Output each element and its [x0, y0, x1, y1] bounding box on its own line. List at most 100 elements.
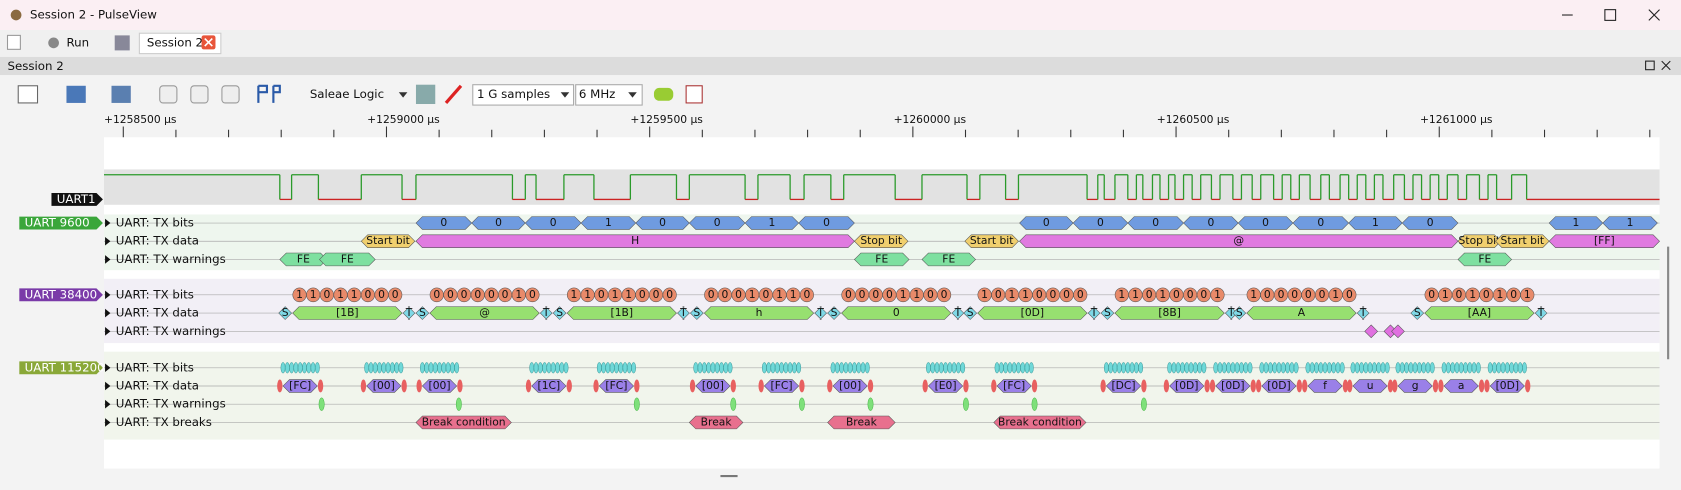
bit-annotation [1272, 362, 1278, 374]
bit-annotation [727, 362, 733, 374]
save-icon[interactable] [111, 85, 131, 103]
bit-annotation [1454, 362, 1460, 374]
ruler-label: +1260000 µs [894, 113, 967, 126]
bit-annotation [1309, 362, 1315, 374]
annotation-label: 1 [351, 288, 358, 301]
config-icon[interactable] [415, 84, 436, 105]
zoom-in[interactable] [159, 85, 178, 104]
bit-annotation [1201, 362, 1207, 374]
settings-icon[interactable] [114, 35, 130, 51]
tab-bar [0, 30, 1681, 56]
bit-annotation [622, 362, 628, 374]
bit-annotation [394, 362, 400, 374]
trace-name[interactable]: UART1 [57, 192, 96, 206]
bit-annotation [1354, 362, 1360, 374]
bit-annotation [947, 362, 953, 374]
traces: +1258500 µs +1259000 µs +1259500 µs +126000… [19, 113, 1660, 430]
annotation-label: [0D] [1175, 379, 1198, 392]
data-annotation [964, 234, 1019, 248]
open-icon[interactable] [66, 85, 86, 103]
zoom-out[interactable] [190, 85, 209, 104]
trace-name[interactable]: UART 38400 [25, 287, 97, 301]
start-annotation [1100, 379, 1106, 393]
rate-box[interactable] [575, 84, 643, 106]
new-session-icon[interactable] [17, 85, 39, 104]
annotation-label: S [1236, 306, 1243, 319]
bit-annotation [1305, 362, 1311, 374]
row-expand[interactable] [105, 236, 111, 246]
row-expand[interactable] [105, 290, 111, 300]
rate-select[interactable]: 6 MHz [579, 87, 615, 101]
bit-annotation [799, 287, 814, 303]
session-tab-label[interactable]: Session 2 [147, 35, 203, 49]
row-expand[interactable] [105, 218, 111, 228]
session-tab[interactable] [138, 32, 222, 55]
bit-annotation [930, 362, 936, 374]
bit-annotation [563, 362, 569, 374]
trace-badge[interactable] [51, 192, 103, 206]
trace-badge[interactable] [19, 361, 103, 375]
annotation-label: h [756, 306, 763, 319]
annotation-label: T [816, 306, 824, 319]
row-expand[interactable] [105, 363, 111, 373]
math-icon[interactable] [685, 85, 703, 104]
session-close[interactable] [1661, 60, 1671, 71]
row-label: UART: TX warnings [116, 252, 226, 266]
bit-annotation [1276, 362, 1282, 374]
row-expand[interactable] [105, 255, 111, 264]
row-label: UART: TX bits [116, 216, 194, 230]
device-select[interactable]: Saleae Logic [310, 87, 384, 101]
bit-annotation [701, 362, 707, 374]
break-annotation [688, 415, 744, 430]
row-expand[interactable] [105, 381, 111, 391]
warning-annotation [730, 397, 737, 411]
trace-badge[interactable] [19, 288, 103, 302]
run-icon[interactable] [48, 37, 59, 49]
trace-name[interactable]: UART 115200 [25, 360, 105, 374]
row-expand[interactable] [105, 327, 111, 336]
cursor-icon[interactable] [257, 84, 281, 103]
bit-annotation [368, 362, 374, 374]
data-annotation [703, 306, 815, 320]
bit-annotation [1602, 216, 1658, 230]
device-arrow[interactable] [398, 92, 408, 98]
bit-annotation [450, 362, 455, 374]
start-annotation [1302, 379, 1308, 393]
samples-select[interactable]: 1 G samples [477, 87, 550, 101]
bit-annotation [364, 362, 370, 374]
probe-icon[interactable] [444, 84, 463, 104]
zoom-fit[interactable] [221, 85, 240, 104]
maximize-button[interactable] [1604, 9, 1617, 21]
trace-name[interactable]: UART 9600 [25, 216, 90, 230]
stop-annotation [401, 379, 407, 393]
decoder-icon[interactable] [653, 87, 674, 101]
bit-annotation [1395, 362, 1401, 374]
bit-annotation [314, 362, 320, 374]
warning-annotation [854, 252, 910, 267]
bit-annotation [783, 362, 789, 374]
trace-badge[interactable] [19, 216, 103, 230]
samples-box[interactable] [472, 84, 575, 106]
annotation-label: Break condition [998, 415, 1082, 428]
annotation-label: 0 [1456, 288, 1463, 301]
bit-annotation [398, 362, 404, 374]
annotation-label: 0 [1200, 288, 1207, 301]
annotation-label: 1 [337, 288, 344, 301]
annotation-label: 1 [1469, 288, 1476, 301]
row-expand[interactable] [105, 308, 111, 318]
row-expand[interactable] [105, 418, 111, 427]
stop-annotation [799, 379, 805, 393]
row-expand[interactable] [105, 399, 111, 409]
new-icon[interactable] [6, 34, 21, 50]
annotation-label: 0 [364, 288, 371, 301]
start-annotation [922, 379, 928, 393]
session-float[interactable] [1645, 60, 1655, 71]
run-button[interactable]: Run [66, 35, 89, 49]
annotation-label: 0 [639, 288, 646, 301]
close-button[interactable] [1648, 9, 1660, 21]
stop-annotation [566, 379, 572, 393]
annotation-label: 1 [749, 288, 756, 301]
bit-annotation [860, 362, 866, 374]
start-annotation [1347, 379, 1353, 393]
annotation-label: 0 [495, 216, 502, 229]
